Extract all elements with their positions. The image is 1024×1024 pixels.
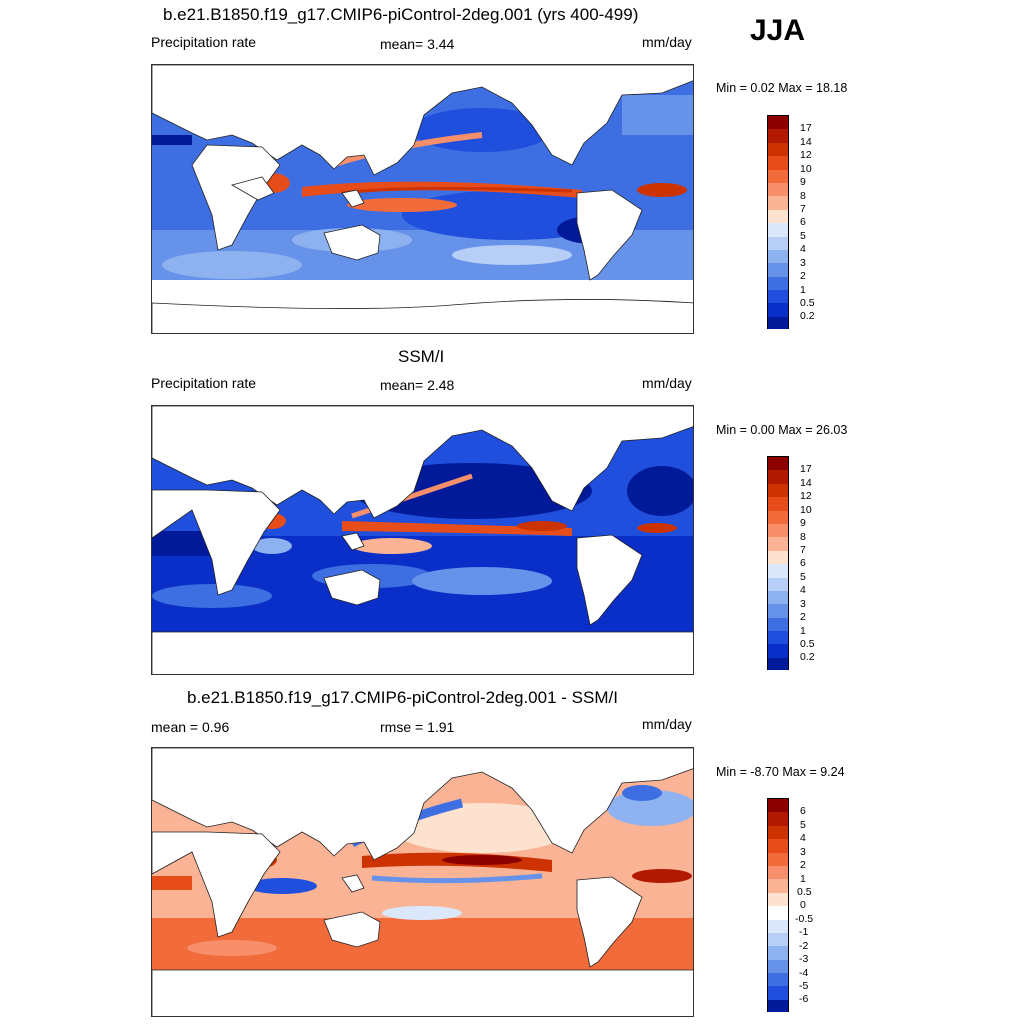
panel-2-variable: Precipitation rate: [151, 375, 257, 391]
colorbar-label: -0.5: [795, 913, 814, 925]
colorbar-label: 1: [800, 284, 806, 296]
colorbar-label: 12: [800, 490, 812, 502]
panel-1-mean: mean= 3.44: [380, 36, 455, 52]
colorbar-label: 0.5: [800, 297, 815, 309]
colorbar-label: -1: [799, 926, 809, 938]
panel-2-title: SSM/I: [398, 347, 445, 366]
colorbar-label: 1: [800, 625, 806, 637]
colorbar-label: 3: [800, 598, 806, 610]
colorbar-label: 4: [800, 584, 806, 596]
colorbar-label: 8: [800, 190, 806, 202]
panel-1-title: b.e21.B1850.f19_g17.CMIP6-piControl-2deg…: [163, 5, 639, 24]
colorbar-label: 5: [800, 571, 806, 583]
panel-2-minmax: Min = 0.00 Max = 26.03: [716, 423, 848, 437]
colorbar-label: 8: [800, 531, 806, 543]
colorbar-label: -6: [799, 993, 809, 1005]
colorbar-label: 7: [800, 203, 806, 215]
colorbar-label: 5: [800, 230, 806, 242]
panel-3-rmse: rmse = 1.91: [380, 719, 455, 735]
colorbar-label: 0.2: [800, 310, 815, 322]
colorbar-label: 4: [800, 832, 806, 844]
colorbar-label: 14: [800, 136, 812, 148]
colorbar-label: 10: [800, 504, 812, 516]
panel-1-minmax: Min = 0.02 Max = 18.18: [716, 81, 848, 95]
panel-2-colorbar: [767, 456, 789, 670]
colorbar-label: 0.5: [797, 886, 812, 898]
colorbar-label: 10: [800, 163, 812, 175]
colorbar-label: 0.5: [800, 638, 815, 650]
panel-1-variable: Precipitation rate: [151, 34, 257, 50]
colorbar-label: 5: [800, 819, 806, 831]
continent-outlines: [152, 406, 693, 674]
colorbar-label: -5: [799, 980, 809, 992]
panel-1-map: [151, 64, 694, 334]
panel-2-map: [151, 405, 694, 675]
continent-outlines: [152, 65, 693, 333]
panel-2-units: mm/day: [642, 375, 692, 391]
panel-1-colorbar: [767, 115, 789, 329]
colorbar-label: 9: [800, 176, 806, 188]
colorbar-label: 2: [800, 611, 806, 623]
panel-3-minmax: Min = -8.70 Max = 9.24: [716, 765, 845, 779]
panel-3-colorbar: [767, 798, 789, 1012]
colorbar-label: 17: [800, 122, 812, 134]
colorbar-label: 12: [800, 149, 812, 161]
colorbar-label: 4: [800, 243, 806, 255]
colorbar-label: 17: [800, 463, 812, 475]
season-label: JJA: [750, 14, 806, 47]
continent-outlines: [152, 748, 693, 1016]
panel-3-units: mm/day: [642, 716, 692, 732]
colorbar-label: 3: [800, 257, 806, 269]
colorbar-label: 0: [800, 899, 806, 911]
colorbar-label: 6: [800, 557, 806, 569]
colorbar-label: 2: [800, 270, 806, 282]
colorbar-label: -2: [799, 940, 809, 952]
colorbar-label: 0.2: [800, 651, 815, 663]
panel-3-mean: mean = 0.96: [151, 719, 230, 735]
colorbar-label: 9: [800, 517, 806, 529]
colorbar-label: -3: [799, 953, 809, 965]
colorbar-label: 6: [800, 805, 806, 817]
colorbar-label: 1: [800, 873, 806, 885]
colorbar-label: 14: [800, 477, 812, 489]
colorbar-label: 6: [800, 216, 806, 228]
colorbar-label: -4: [799, 967, 809, 979]
colorbar-label: 7: [800, 544, 806, 556]
panel-3-title: b.e21.B1850.f19_g17.CMIP6-piControl-2deg…: [187, 688, 618, 707]
panel-2-mean: mean= 2.48: [380, 377, 455, 393]
colorbar-label: 3: [800, 846, 806, 858]
colorbar-label: 2: [800, 859, 806, 871]
panel-1-units: mm/day: [642, 34, 692, 50]
panel-3-map: [151, 747, 694, 1017]
